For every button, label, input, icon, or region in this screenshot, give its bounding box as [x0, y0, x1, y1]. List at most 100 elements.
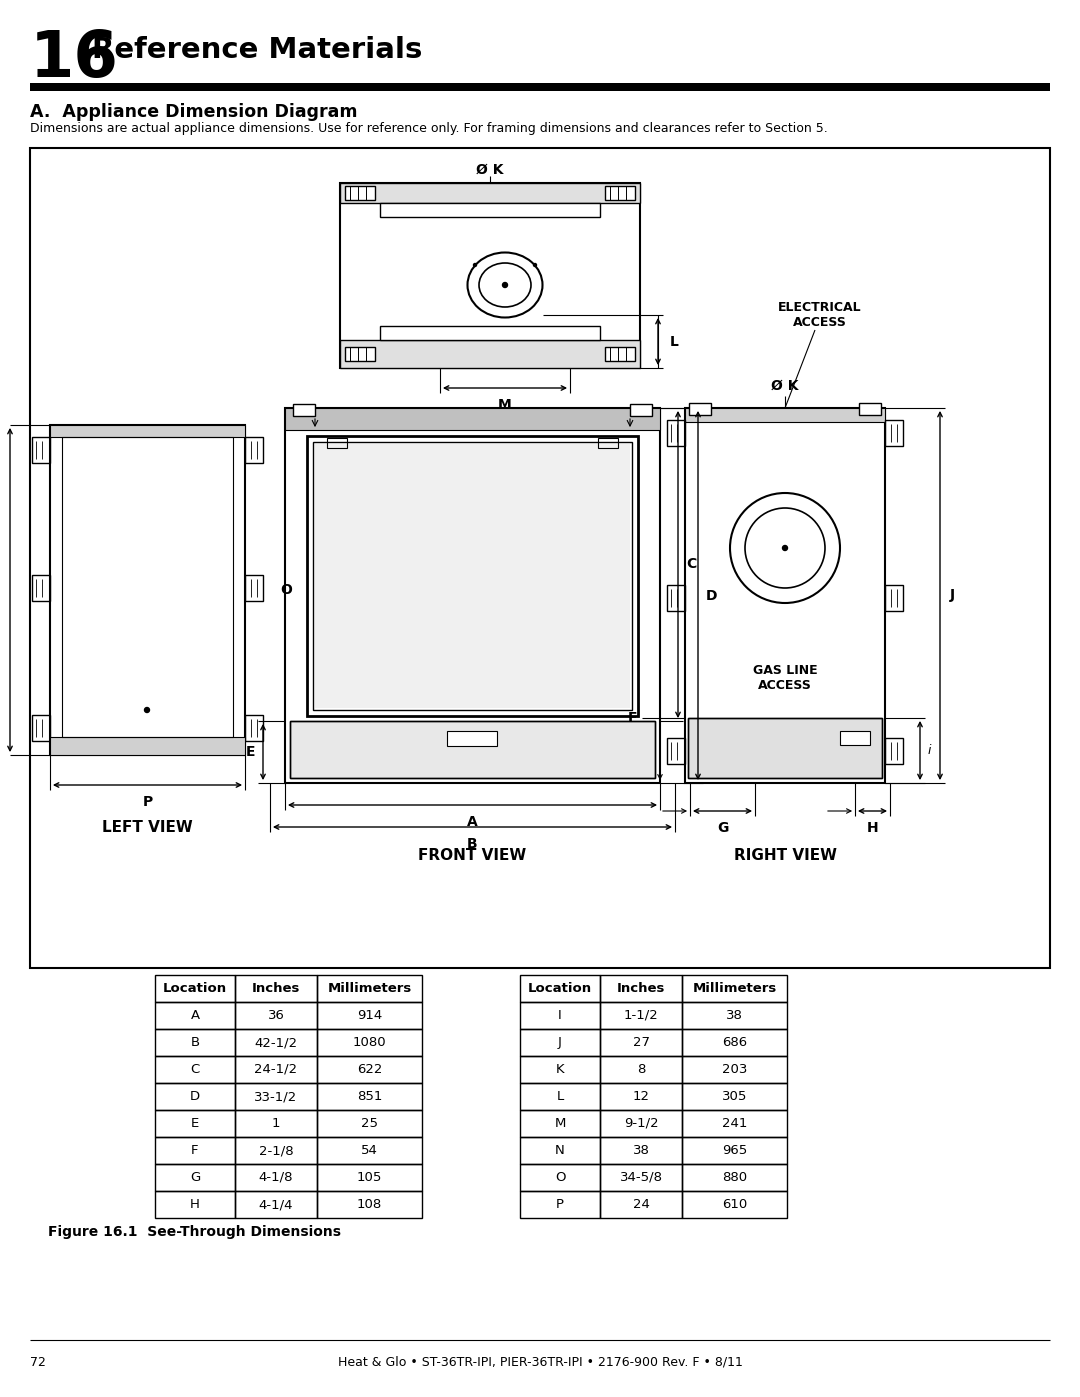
- Bar: [156, 1137, 235, 1164]
- Text: 880: 880: [721, 1171, 747, 1185]
- Circle shape: [145, 707, 149, 712]
- Text: Ø K: Ø K: [476, 163, 503, 177]
- Bar: [688, 718, 882, 778]
- Bar: [340, 339, 640, 367]
- Bar: [156, 1164, 235, 1192]
- Text: Inches: Inches: [252, 982, 300, 995]
- Bar: [447, 731, 497, 746]
- Text: C: C: [190, 1063, 200, 1076]
- Text: J: J: [558, 1037, 562, 1049]
- Text: 33-1/2: 33-1/2: [255, 1090, 298, 1104]
- Text: M: M: [498, 398, 512, 412]
- Text: 4-1/4: 4-1/4: [259, 1199, 294, 1211]
- Text: D: D: [190, 1090, 200, 1104]
- Text: I: I: [558, 1009, 562, 1023]
- Text: Millimeters: Millimeters: [327, 982, 411, 995]
- Bar: [156, 1030, 235, 1056]
- Text: 203: 203: [721, 1063, 747, 1076]
- Circle shape: [534, 264, 537, 267]
- Bar: [318, 1192, 422, 1218]
- Text: G: G: [190, 1171, 200, 1185]
- Text: 24: 24: [633, 1199, 649, 1211]
- Bar: [519, 1083, 600, 1111]
- Text: L: L: [670, 334, 679, 348]
- Text: 38: 38: [726, 1009, 743, 1023]
- Text: P: P: [556, 1199, 564, 1211]
- Text: Millimeters: Millimeters: [692, 982, 777, 995]
- Text: 686: 686: [721, 1037, 747, 1049]
- Text: Figure 16.1  See-Through Dimensions: Figure 16.1 See-Through Dimensions: [48, 1225, 341, 1239]
- Bar: [235, 1164, 318, 1192]
- Bar: [307, 436, 638, 717]
- Bar: [313, 441, 632, 710]
- Text: Ø K: Ø K: [771, 379, 799, 393]
- Text: 1080: 1080: [353, 1037, 387, 1049]
- Bar: [318, 1083, 422, 1111]
- Text: 241: 241: [721, 1118, 747, 1130]
- Text: F: F: [627, 711, 637, 725]
- Bar: [600, 1056, 681, 1083]
- Text: 305: 305: [721, 1090, 747, 1104]
- Bar: [235, 1083, 318, 1111]
- Bar: [685, 408, 885, 782]
- Bar: [245, 715, 264, 740]
- Circle shape: [783, 545, 787, 550]
- Bar: [235, 975, 318, 1002]
- Text: 25: 25: [361, 1118, 378, 1130]
- Text: Location: Location: [528, 982, 592, 995]
- Bar: [681, 1192, 787, 1218]
- Text: O: O: [280, 583, 292, 597]
- Text: 108: 108: [356, 1199, 382, 1211]
- Text: H: H: [190, 1199, 200, 1211]
- Text: 38: 38: [633, 1144, 649, 1157]
- Text: O: O: [555, 1171, 565, 1185]
- Text: 1: 1: [272, 1118, 280, 1130]
- Bar: [519, 1030, 600, 1056]
- Text: D: D: [706, 588, 717, 602]
- Bar: [681, 975, 787, 1002]
- Bar: [50, 738, 245, 754]
- Bar: [345, 346, 375, 360]
- Bar: [380, 203, 600, 217]
- Bar: [681, 1030, 787, 1056]
- Text: 9-1/2: 9-1/2: [623, 1118, 659, 1130]
- Bar: [245, 576, 264, 601]
- Text: M: M: [554, 1118, 566, 1130]
- Bar: [519, 1056, 600, 1083]
- Bar: [156, 1083, 235, 1111]
- Bar: [50, 425, 245, 754]
- Bar: [156, 1056, 235, 1083]
- Text: E: E: [245, 745, 255, 759]
- Text: 105: 105: [356, 1171, 382, 1185]
- Text: 2-1/8: 2-1/8: [259, 1144, 294, 1157]
- Text: C: C: [686, 557, 697, 571]
- Bar: [681, 1137, 787, 1164]
- Bar: [600, 975, 681, 1002]
- Bar: [30, 148, 1050, 968]
- Text: Inches: Inches: [617, 982, 665, 995]
- Bar: [519, 1164, 600, 1192]
- Bar: [293, 404, 315, 416]
- Bar: [32, 715, 50, 740]
- Bar: [156, 975, 235, 1002]
- Bar: [681, 1083, 787, 1111]
- Text: 965: 965: [721, 1144, 747, 1157]
- Text: FRONT VIEW: FRONT VIEW: [418, 848, 526, 863]
- Bar: [519, 1192, 600, 1218]
- Text: F: F: [191, 1144, 199, 1157]
- Bar: [667, 585, 685, 610]
- Text: 54: 54: [361, 1144, 378, 1157]
- Text: Location: Location: [163, 982, 227, 995]
- Circle shape: [703, 736, 706, 739]
- Text: P: P: [143, 795, 152, 809]
- Text: A: A: [468, 814, 477, 828]
- Bar: [885, 585, 903, 610]
- Text: N: N: [555, 1144, 565, 1157]
- Text: 4-1/8: 4-1/8: [259, 1171, 294, 1185]
- Text: RIGHT VIEW: RIGHT VIEW: [733, 848, 837, 863]
- Text: G: G: [717, 821, 728, 835]
- Text: J: J: [950, 588, 955, 602]
- Bar: [318, 1164, 422, 1192]
- Text: i: i: [928, 745, 931, 757]
- Bar: [340, 183, 640, 203]
